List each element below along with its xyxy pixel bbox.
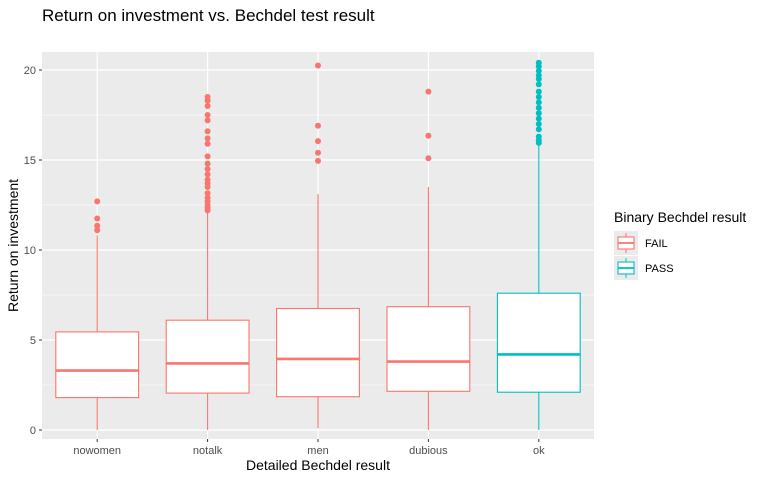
outlier-point [315, 157, 321, 164]
outlier-point [535, 115, 542, 122]
outlier-point [94, 222, 101, 229]
outlier-point [535, 126, 542, 133]
outlier-point [204, 176, 211, 183]
outlier-point [204, 194, 211, 201]
outlier-point [204, 153, 211, 160]
outlier-point [204, 190, 211, 197]
y-tick-label: 20 [24, 65, 36, 77]
outlier-point [535, 59, 542, 66]
outlier-point [535, 94, 542, 100]
outlier-point [535, 110, 542, 117]
outlier-point [315, 62, 321, 69]
x-tick-label: men [307, 445, 328, 457]
y-tick-label: 0 [30, 425, 36, 437]
x-tick-label: dubious [409, 445, 448, 457]
box-iqr [165, 319, 250, 394]
outlier-point [204, 117, 211, 124]
outlier-point [425, 155, 432, 162]
outlier-point [94, 227, 101, 234]
y-axis: 0 5 10 15 20 [24, 65, 42, 437]
chart-title: Return on investment vs. Bechdel test re… [42, 6, 375, 25]
y-axis-title: Return on investment [5, 179, 21, 312]
box-iqr [276, 307, 360, 398]
outlier-point [315, 138, 321, 145]
box-iqr [496, 292, 581, 393]
x-axis: nowomen notalk men dubious ok [73, 439, 545, 457]
box-iqr [55, 331, 140, 399]
outlier-point [204, 166, 211, 172]
outlier-point [535, 72, 542, 79]
outlier-point [204, 135, 211, 142]
legend-label: FAIL [645, 238, 668, 250]
y-tick-label: 10 [24, 245, 36, 257]
y-tick-label: 5 [30, 335, 36, 347]
legend-item-pass: PASS [614, 256, 674, 280]
box-dubious [386, 88, 471, 430]
outlier-point [204, 171, 211, 178]
outlier-point [94, 215, 101, 222]
outlier-point [204, 94, 211, 100]
x-tick-label: notalk [193, 445, 223, 457]
outlier-point [204, 128, 211, 135]
box-men [276, 62, 360, 429]
outlier-point [535, 67, 542, 74]
outlier-point [535, 121, 542, 127]
outlier-point [535, 104, 542, 111]
boxes [55, 59, 581, 430]
outlier-point [204, 112, 211, 118]
box-notalk [165, 94, 250, 430]
outlier-point [204, 103, 211, 109]
legend-item-fail: FAIL [614, 231, 668, 255]
box-ok [496, 59, 581, 430]
y-tick-label: 15 [24, 155, 36, 167]
legend: FAIL PASS [614, 231, 674, 280]
outlier-point [94, 198, 101, 205]
x-axis-title: Detailed Bechdel result [246, 457, 390, 473]
box-nowomen [55, 198, 140, 430]
legend-label: PASS [645, 263, 674, 275]
box-iqr [386, 306, 471, 392]
legend-title: Binary Bechdel result [614, 209, 746, 225]
outlier-point [535, 81, 542, 88]
outlier-point [315, 149, 321, 156]
x-tick-label: ok [533, 445, 545, 457]
x-tick-label: nowomen [73, 445, 121, 457]
outlier-point [315, 122, 321, 129]
outlier-point [425, 88, 432, 95]
outlier-point [535, 88, 542, 95]
outlier-point [425, 132, 432, 139]
outlier-point [204, 140, 211, 147]
outlier-point [204, 160, 211, 167]
outlier-point [535, 133, 542, 140]
outlier-point [535, 99, 542, 106]
